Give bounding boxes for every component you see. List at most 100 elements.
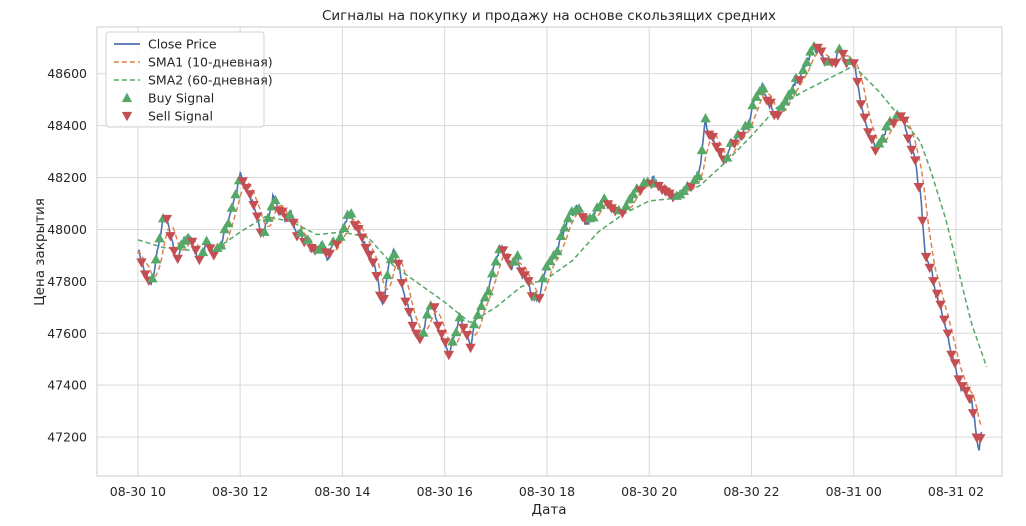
sell-signal-marker [432, 321, 444, 332]
x-tick-label: 08-30 12 [212, 484, 268, 499]
buy-signal-marker [476, 300, 487, 310]
grid-layer [97, 27, 1002, 476]
buy-signal-marker [270, 194, 281, 205]
y-tick-label: 47800 [47, 274, 87, 289]
buy-signal-marker [797, 64, 809, 75]
sell-signal-marker [960, 386, 972, 397]
sell-signal-marker [411, 329, 422, 339]
buy-signal-marker [483, 285, 494, 296]
sell-signal-marker [161, 214, 173, 225]
sell-signal-marker [938, 315, 950, 325]
buy-signal-marker [573, 203, 585, 213]
sell-signal-marker [465, 343, 476, 354]
y-tick-label: 47200 [47, 430, 87, 445]
buy-signal-marker [472, 309, 483, 319]
y-axis-label: Цена закрытия [32, 198, 48, 306]
sell-signal-marker [331, 240, 342, 250]
sell-signal-marker [396, 279, 408, 289]
x-tick-label: 08-30 14 [314, 484, 370, 499]
sell-signal-marker [942, 329, 954, 339]
sell-signal-marker [707, 132, 718, 143]
y-tick-label: 47600 [47, 326, 87, 341]
y-tick-label: 48400 [47, 118, 87, 133]
y-tick-label: 47400 [47, 378, 87, 393]
buy-signal-marker [696, 144, 708, 155]
buy-signal-marker [555, 230, 567, 241]
buy-signal-marker [678, 185, 690, 196]
buy-signal-marker [154, 233, 165, 243]
buy-signal-marker [259, 226, 270, 236]
buy-signal-marker [693, 170, 704, 180]
x-tick-label: 08-30 10 [110, 484, 166, 499]
sell-signal-marker [443, 350, 455, 361]
y-tick-label: 48600 [47, 66, 87, 81]
y-tick-label: 48000 [47, 222, 87, 237]
sell-signal-marker [685, 182, 697, 193]
sell-signal-marker [186, 237, 198, 248]
buy-signal-marker [801, 56, 812, 67]
sell-signal-marker [403, 307, 415, 318]
buy-signal-marker [201, 235, 212, 245]
buy-signal-marker [468, 318, 480, 329]
buy-signal-marker [881, 121, 892, 131]
buy-signal-marker [552, 245, 563, 256]
legend-label-sma2: SMA2 (60-дневная) [148, 73, 273, 88]
sell-signal-marker [736, 131, 747, 142]
buy-signal-marker [284, 209, 295, 219]
buy-signal-marker [447, 336, 458, 346]
buy-signal-marker [487, 267, 498, 278]
sell-signal-marker [913, 183, 925, 193]
sell-signal-marker [190, 245, 201, 256]
sell-signal-marker [414, 335, 426, 345]
sell-signal-marker [714, 147, 726, 158]
sell-signal-marker [288, 218, 299, 229]
buy-signal-marker [747, 99, 758, 110]
buy-signal-marker [266, 201, 277, 211]
buy-signal-marker [302, 234, 314, 244]
sell-signal-marker [870, 146, 881, 156]
sell-signal-marker [975, 434, 986, 444]
sell-signal-marker [393, 259, 404, 270]
sell-signal-marker [928, 277, 939, 287]
buy-signal-marker [559, 222, 570, 232]
sell-signal-marker [205, 244, 216, 254]
sell-signal-marker [461, 331, 473, 341]
sma1-line [137, 49, 983, 427]
buy-signal-marker [223, 218, 234, 228]
sell-signal-marker [172, 254, 183, 265]
buy-signal-marker [346, 208, 357, 218]
buy-signal-marker [479, 291, 491, 302]
legend-label-buy: Buy Signal [148, 91, 214, 106]
sell-signal-marker [519, 271, 530, 281]
sell-signal-marker [765, 98, 776, 109]
sell-signal-marker [920, 252, 932, 263]
legend-box [105, 31, 265, 128]
buy-signal-marker [722, 152, 733, 162]
sell-signal-marker [967, 409, 979, 419]
buy-signal-marker [877, 133, 888, 143]
buy-signal-marker [490, 256, 502, 266]
sell-signal-marker [837, 49, 849, 60]
x-tick-label: 08-31 02 [928, 484, 984, 499]
buy-signal-marker [743, 118, 755, 129]
buy-signal-marker [599, 193, 610, 203]
buy-signal-marker [805, 46, 816, 56]
chart-title: Сигналы на покупку и продажу на основе с… [322, 8, 776, 24]
sell-signal-marker [364, 250, 375, 261]
legend-label-close: Close Price [148, 37, 217, 52]
sell-signal-marker [931, 289, 943, 299]
plot-frame [96, 26, 1003, 477]
sell-signal-marker [946, 350, 957, 361]
buy-signal-marker [335, 231, 346, 241]
sell-signal-marker [794, 76, 805, 86]
buy-signal-marker [226, 202, 238, 212]
sell-signal-marker [501, 253, 512, 264]
sell-signal-marker [906, 145, 917, 156]
buy-signal-marker [418, 327, 429, 337]
buy-signal-marker [541, 261, 552, 271]
buy-signal-marker [450, 326, 462, 337]
sell-signal-marker [324, 249, 335, 260]
x-tick-label: 08-30 16 [417, 484, 473, 499]
